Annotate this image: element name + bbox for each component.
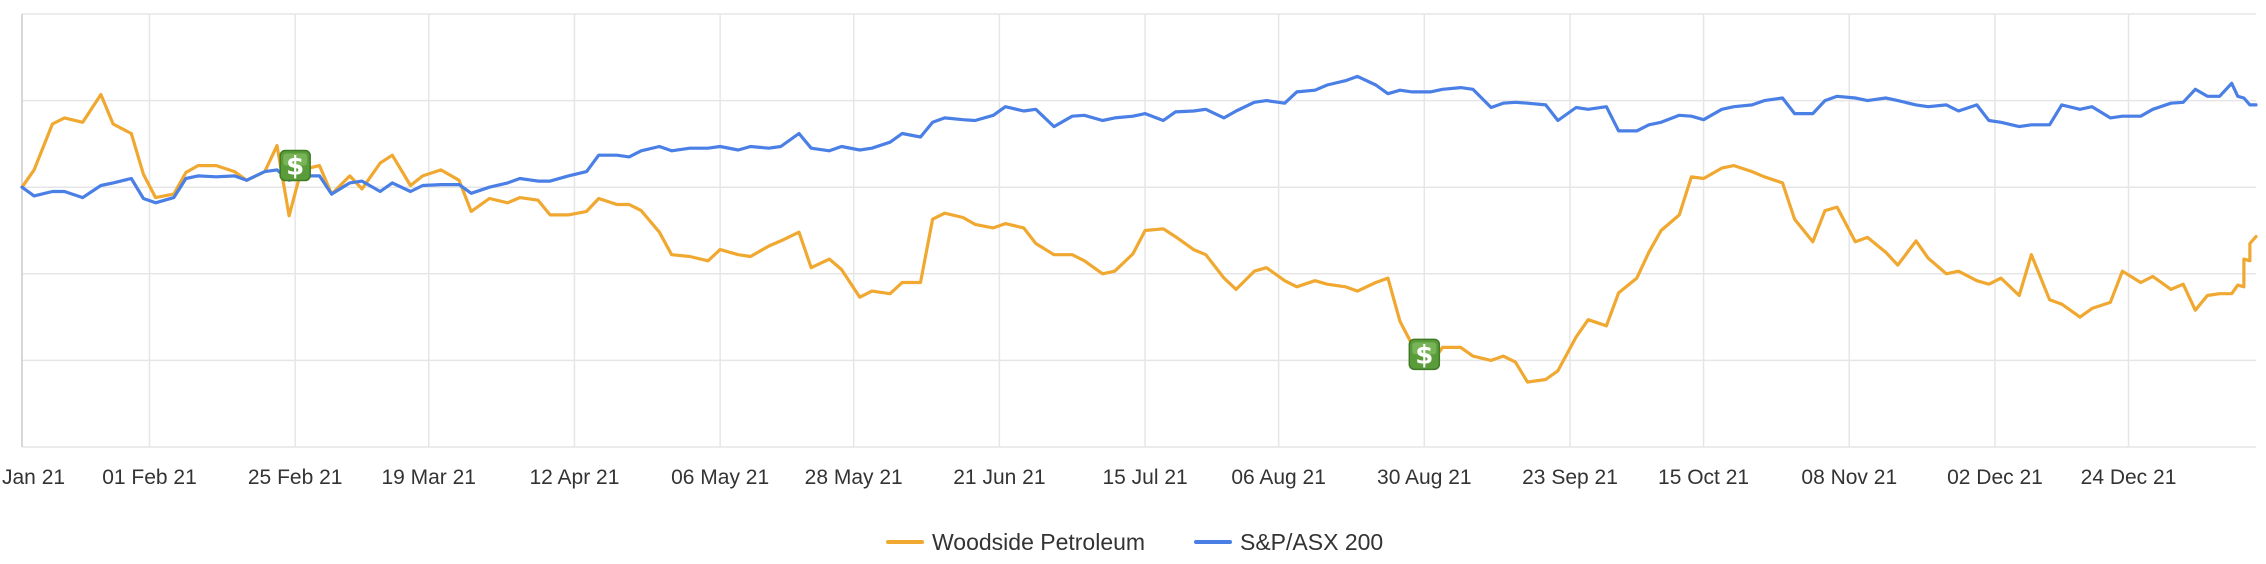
svg-text:$: $ — [286, 152, 304, 182]
gridlines — [21, 13, 2256, 448]
legend: Woodside Petroleum S&P/ASX 200 — [886, 529, 1383, 555]
legend-item[interactable]: Woodside Petroleum — [886, 529, 1145, 555]
x-tick-label: 06 May 21 — [671, 466, 769, 489]
x-tick-label: 01 Feb 21 — [102, 466, 197, 489]
svg-text:$: $ — [1415, 340, 1433, 370]
series-lines — [20, 74, 2258, 384]
dollar-icon[interactable]: $ — [279, 149, 311, 182]
x-tick-label: 30 Aug 21 — [1377, 466, 1472, 489]
x-tick-label: 02 Dec 21 — [1947, 466, 2043, 489]
series-line-s-p-asx-200 — [20, 74, 2258, 205]
dividend-markers: $$ — [279, 149, 1441, 370]
dollar-icon[interactable]: $ — [1408, 338, 1441, 370]
legend-label: Woodside Petroleum — [932, 529, 1145, 555]
x-tick-label: 24 Dec 21 — [2081, 466, 2177, 489]
series-line-woodside-petroleum — [20, 92, 2258, 384]
x-tick-label: 08 Nov 21 — [1801, 466, 1897, 489]
x-tick-label: 06 Aug 21 — [1231, 466, 1326, 489]
x-tick-label: 28 May 21 — [805, 466, 903, 489]
legend-item[interactable]: S&P/ASX 200 — [1194, 529, 1383, 555]
x-tick-label: 15 Jul 21 — [1102, 466, 1187, 489]
x-tick-label: 23 Sep 21 — [1522, 466, 1618, 489]
legend-label: S&P/ASX 200 — [1240, 529, 1383, 555]
x-axis: Jan 21 01 Feb 21 25 Feb 21 19 Mar 21 12 Apr … — [2, 466, 2176, 489]
x-tick-label: 12 Apr 21 — [529, 466, 619, 489]
x-tick-label: 25 Feb 21 — [248, 466, 343, 489]
x-tick-label: 19 Mar 21 — [381, 466, 476, 489]
x-tick-label: Jan 21 — [2, 466, 65, 489]
x-tick-label: 15 Oct 21 — [1658, 466, 1749, 489]
x-tick-label: 21 Jun 21 — [953, 466, 1045, 489]
